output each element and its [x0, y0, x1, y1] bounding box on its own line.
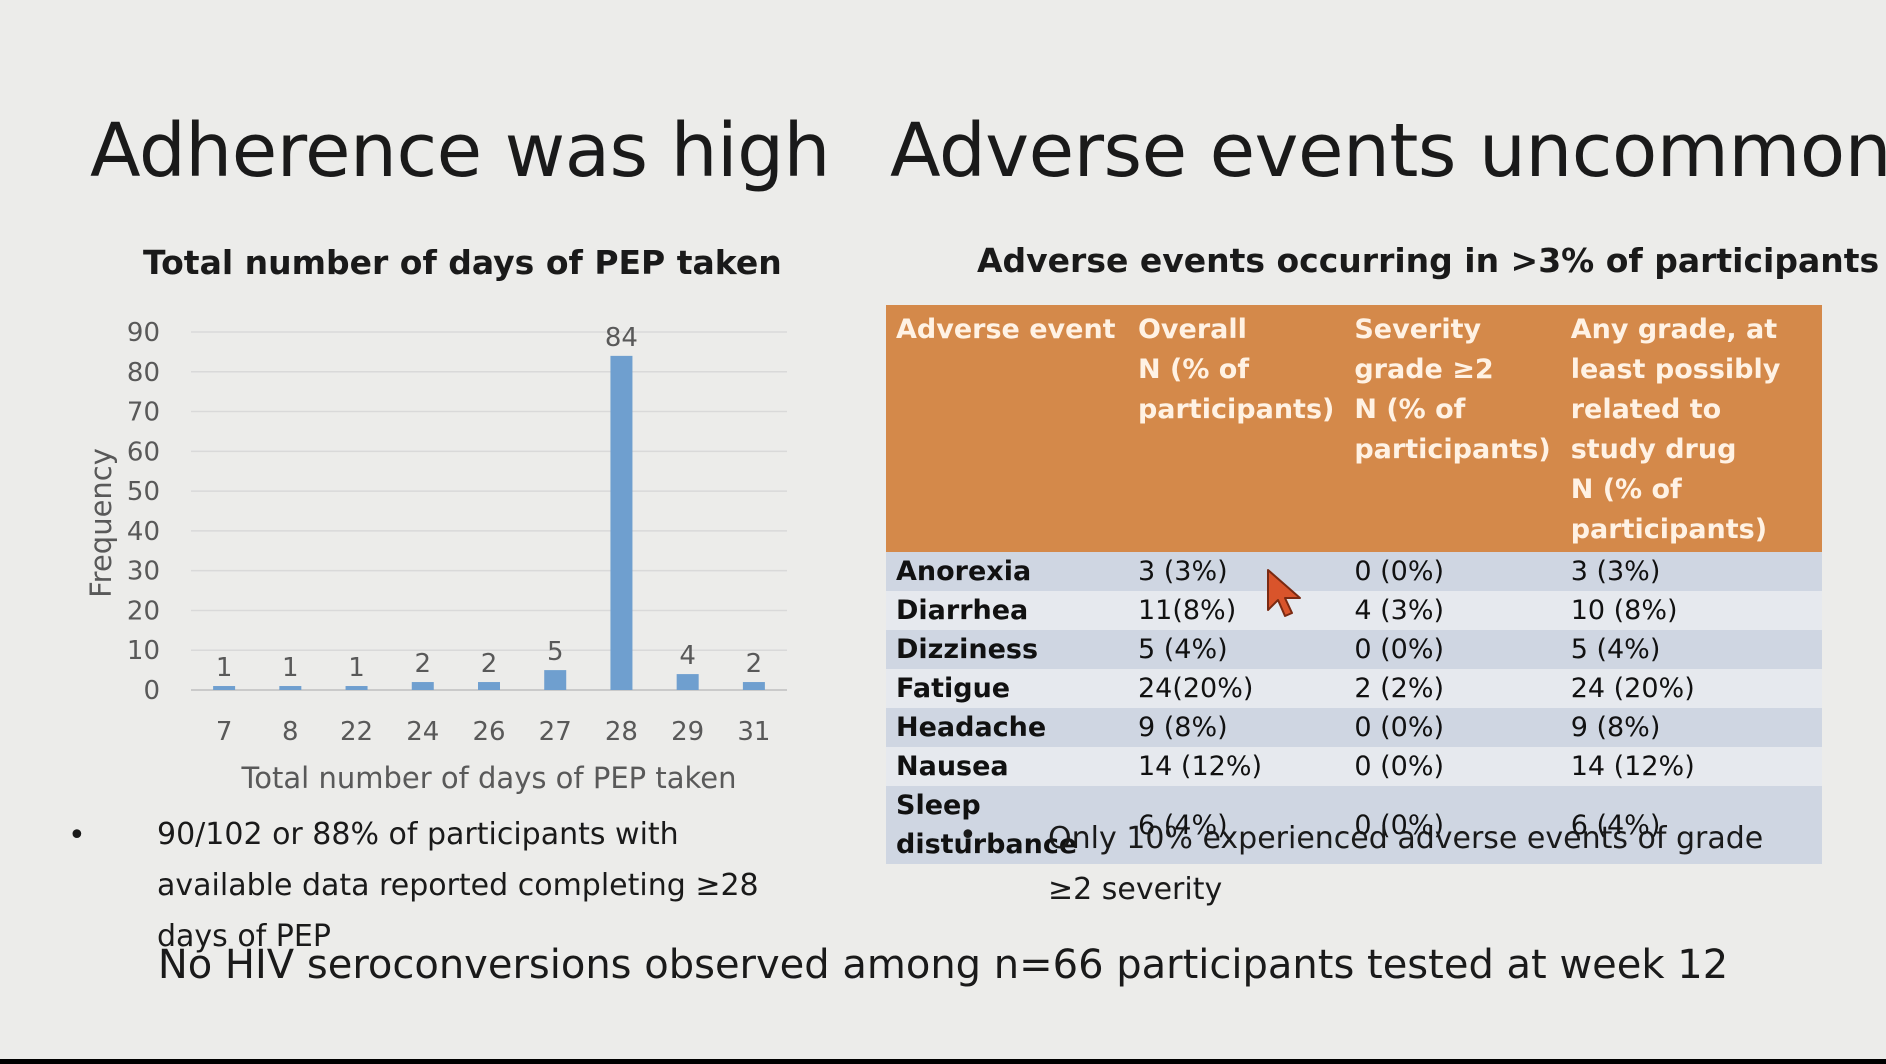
- table-row: Fatigue 24(20%) 2 (2%) 24 (20%): [886, 669, 1822, 708]
- adverse-events-heading: Adverse events uncommon: [890, 108, 1886, 194]
- event-cell: Headache: [886, 708, 1128, 747]
- y-tick-label: 20: [127, 596, 160, 626]
- bar: [279, 686, 302, 690]
- header-label: Any grade, at least possibly related to …: [1570, 314, 1781, 545]
- data-label: 4: [679, 641, 696, 671]
- x-tick-label: 31: [737, 717, 770, 747]
- x-tick-label: 26: [472, 717, 505, 747]
- bar: [742, 682, 765, 690]
- bullet-icon: •: [68, 818, 86, 853]
- x-tick-label: 29: [671, 717, 704, 747]
- related-cell: 14 (12%): [1560, 747, 1822, 786]
- bar: [544, 670, 567, 690]
- overall-cell: 11(8%): [1127, 591, 1345, 630]
- x-axis-title: Total number of days of PEP taken: [241, 761, 737, 795]
- data-label: 1: [282, 653, 299, 683]
- data-label: 5: [547, 637, 564, 667]
- adherence-heading: Adherence was high: [90, 108, 830, 194]
- y-tick-label: 30: [127, 557, 160, 587]
- x-tick-label: 8: [282, 717, 299, 747]
- seroconversion-footer: No HIV seroconversions observed among n=…: [157, 942, 1729, 988]
- table-header-row: Adverse event Overall N (% of participan…: [886, 305, 1822, 552]
- y-tick-label: 50: [127, 477, 160, 507]
- y-axis-title: Frequency: [84, 448, 118, 598]
- header-label: Severity grade ≥2 N (% of participants): [1354, 314, 1551, 465]
- table-row: Diarrhea 11(8%) 4 (3%) 10 (8%): [886, 591, 1822, 630]
- related-cell: 3 (3%): [1560, 552, 1822, 591]
- bar: [411, 682, 434, 690]
- data-label: 1: [216, 653, 233, 683]
- bar: [610, 355, 633, 690]
- x-tick-label: 28: [605, 717, 638, 747]
- y-tick-label: 80: [127, 358, 160, 388]
- table-row: Nausea 14 (12%) 0 (0%) 14 (12%): [886, 747, 1822, 786]
- bottom-border: [0, 1059, 1886, 1064]
- y-tick-label: 40: [127, 517, 160, 547]
- severity-cell: 0 (0%): [1344, 747, 1561, 786]
- x-tick-label: 27: [539, 717, 572, 747]
- severity-cell: 2 (2%): [1344, 669, 1561, 708]
- y-tick-label: 10: [127, 636, 160, 666]
- severity-cell: 0 (0%): [1344, 708, 1561, 747]
- table-title: Adverse events occurring in >3% of parti…: [977, 241, 1880, 280]
- bar: [345, 686, 368, 690]
- related-cell: 6 (4%): [1560, 786, 1822, 864]
- overall-cell: 9 (8%): [1127, 708, 1345, 747]
- overall-cell: 3 (3%): [1127, 552, 1345, 591]
- table-row: Anorexia 3 (3%) 0 (0%) 3 (3%): [886, 552, 1822, 591]
- related-cell: 5 (4%): [1560, 630, 1822, 669]
- y-tick-label: 60: [127, 437, 160, 467]
- adverse-events-bullet: Only 10% experienced adverse events of g…: [1048, 821, 1764, 907]
- bar: [676, 674, 699, 690]
- chart-title: Total number of days of PEP taken: [143, 243, 782, 282]
- y-tick-label: 0: [143, 676, 160, 706]
- adherence-bullet: 90/102 or 88% of participants with avail…: [157, 817, 759, 954]
- header-label: Adverse event: [896, 314, 1116, 345]
- overall-cell: 14 (12%): [1127, 747, 1345, 786]
- related-cell: 24 (20%): [1560, 669, 1822, 708]
- overall-cell: 5 (4%): [1127, 630, 1345, 669]
- severity-cell: 0 (0%): [1344, 786, 1561, 864]
- pep-days-bar-chart: 0102030405060708090171812222422652784284…: [84, 318, 787, 795]
- severity-cell: 4 (3%): [1344, 591, 1561, 630]
- header-overall: Overall N (% of participants): [1127, 305, 1345, 552]
- event-cell: Diarrhea: [886, 591, 1128, 630]
- event-cell: Dizziness: [886, 630, 1128, 669]
- related-cell: 9 (8%): [1560, 708, 1822, 747]
- data-label: 2: [746, 649, 763, 679]
- event-cell: Fatigue: [886, 669, 1128, 708]
- header-label: Overall N (% of participants): [1137, 314, 1335, 425]
- overall-cell: 6 (4%): [1127, 786, 1345, 864]
- overall-cell: 24(20%): [1127, 669, 1345, 708]
- data-label: 2: [415, 649, 432, 679]
- header-severity: Severity grade ≥2 N (% of participants): [1344, 305, 1561, 552]
- table-row: Sleep disturbance 6 (4%) 0 (0%) 6 (4%): [886, 786, 1822, 864]
- data-label: 2: [481, 649, 498, 679]
- related-cell: 10 (8%): [1560, 591, 1822, 630]
- data-label: 84: [605, 323, 638, 353]
- bullet-icon: •: [959, 818, 977, 853]
- table-row: Dizziness 5 (4%) 0 (0%) 5 (4%): [886, 630, 1822, 669]
- y-tick-label: 90: [127, 318, 160, 348]
- severity-cell: 0 (0%): [1344, 630, 1561, 669]
- severity-cell: 0 (0%): [1344, 552, 1561, 591]
- y-tick-label: 70: [127, 398, 160, 428]
- bar: [478, 682, 500, 690]
- mouse-pointer-icon: [1267, 569, 1301, 617]
- bar: [213, 686, 236, 690]
- event-cell: Sleep disturbance: [886, 786, 1128, 864]
- x-tick-label: 22: [340, 717, 373, 747]
- x-tick-label: 24: [406, 717, 439, 747]
- data-label: 1: [348, 653, 365, 683]
- adverse-events-table: Adverse event Overall N (% of participan…: [886, 305, 1822, 864]
- header-related: Any grade, at least possibly related to …: [1560, 305, 1822, 552]
- x-tick-label: 7: [216, 717, 233, 747]
- header-adverse-event: Adverse event: [886, 305, 1128, 552]
- table-row: Headache 9 (8%) 0 (0%) 9 (8%): [886, 708, 1822, 747]
- event-cell: Anorexia: [886, 552, 1128, 591]
- event-cell: Nausea: [886, 747, 1128, 786]
